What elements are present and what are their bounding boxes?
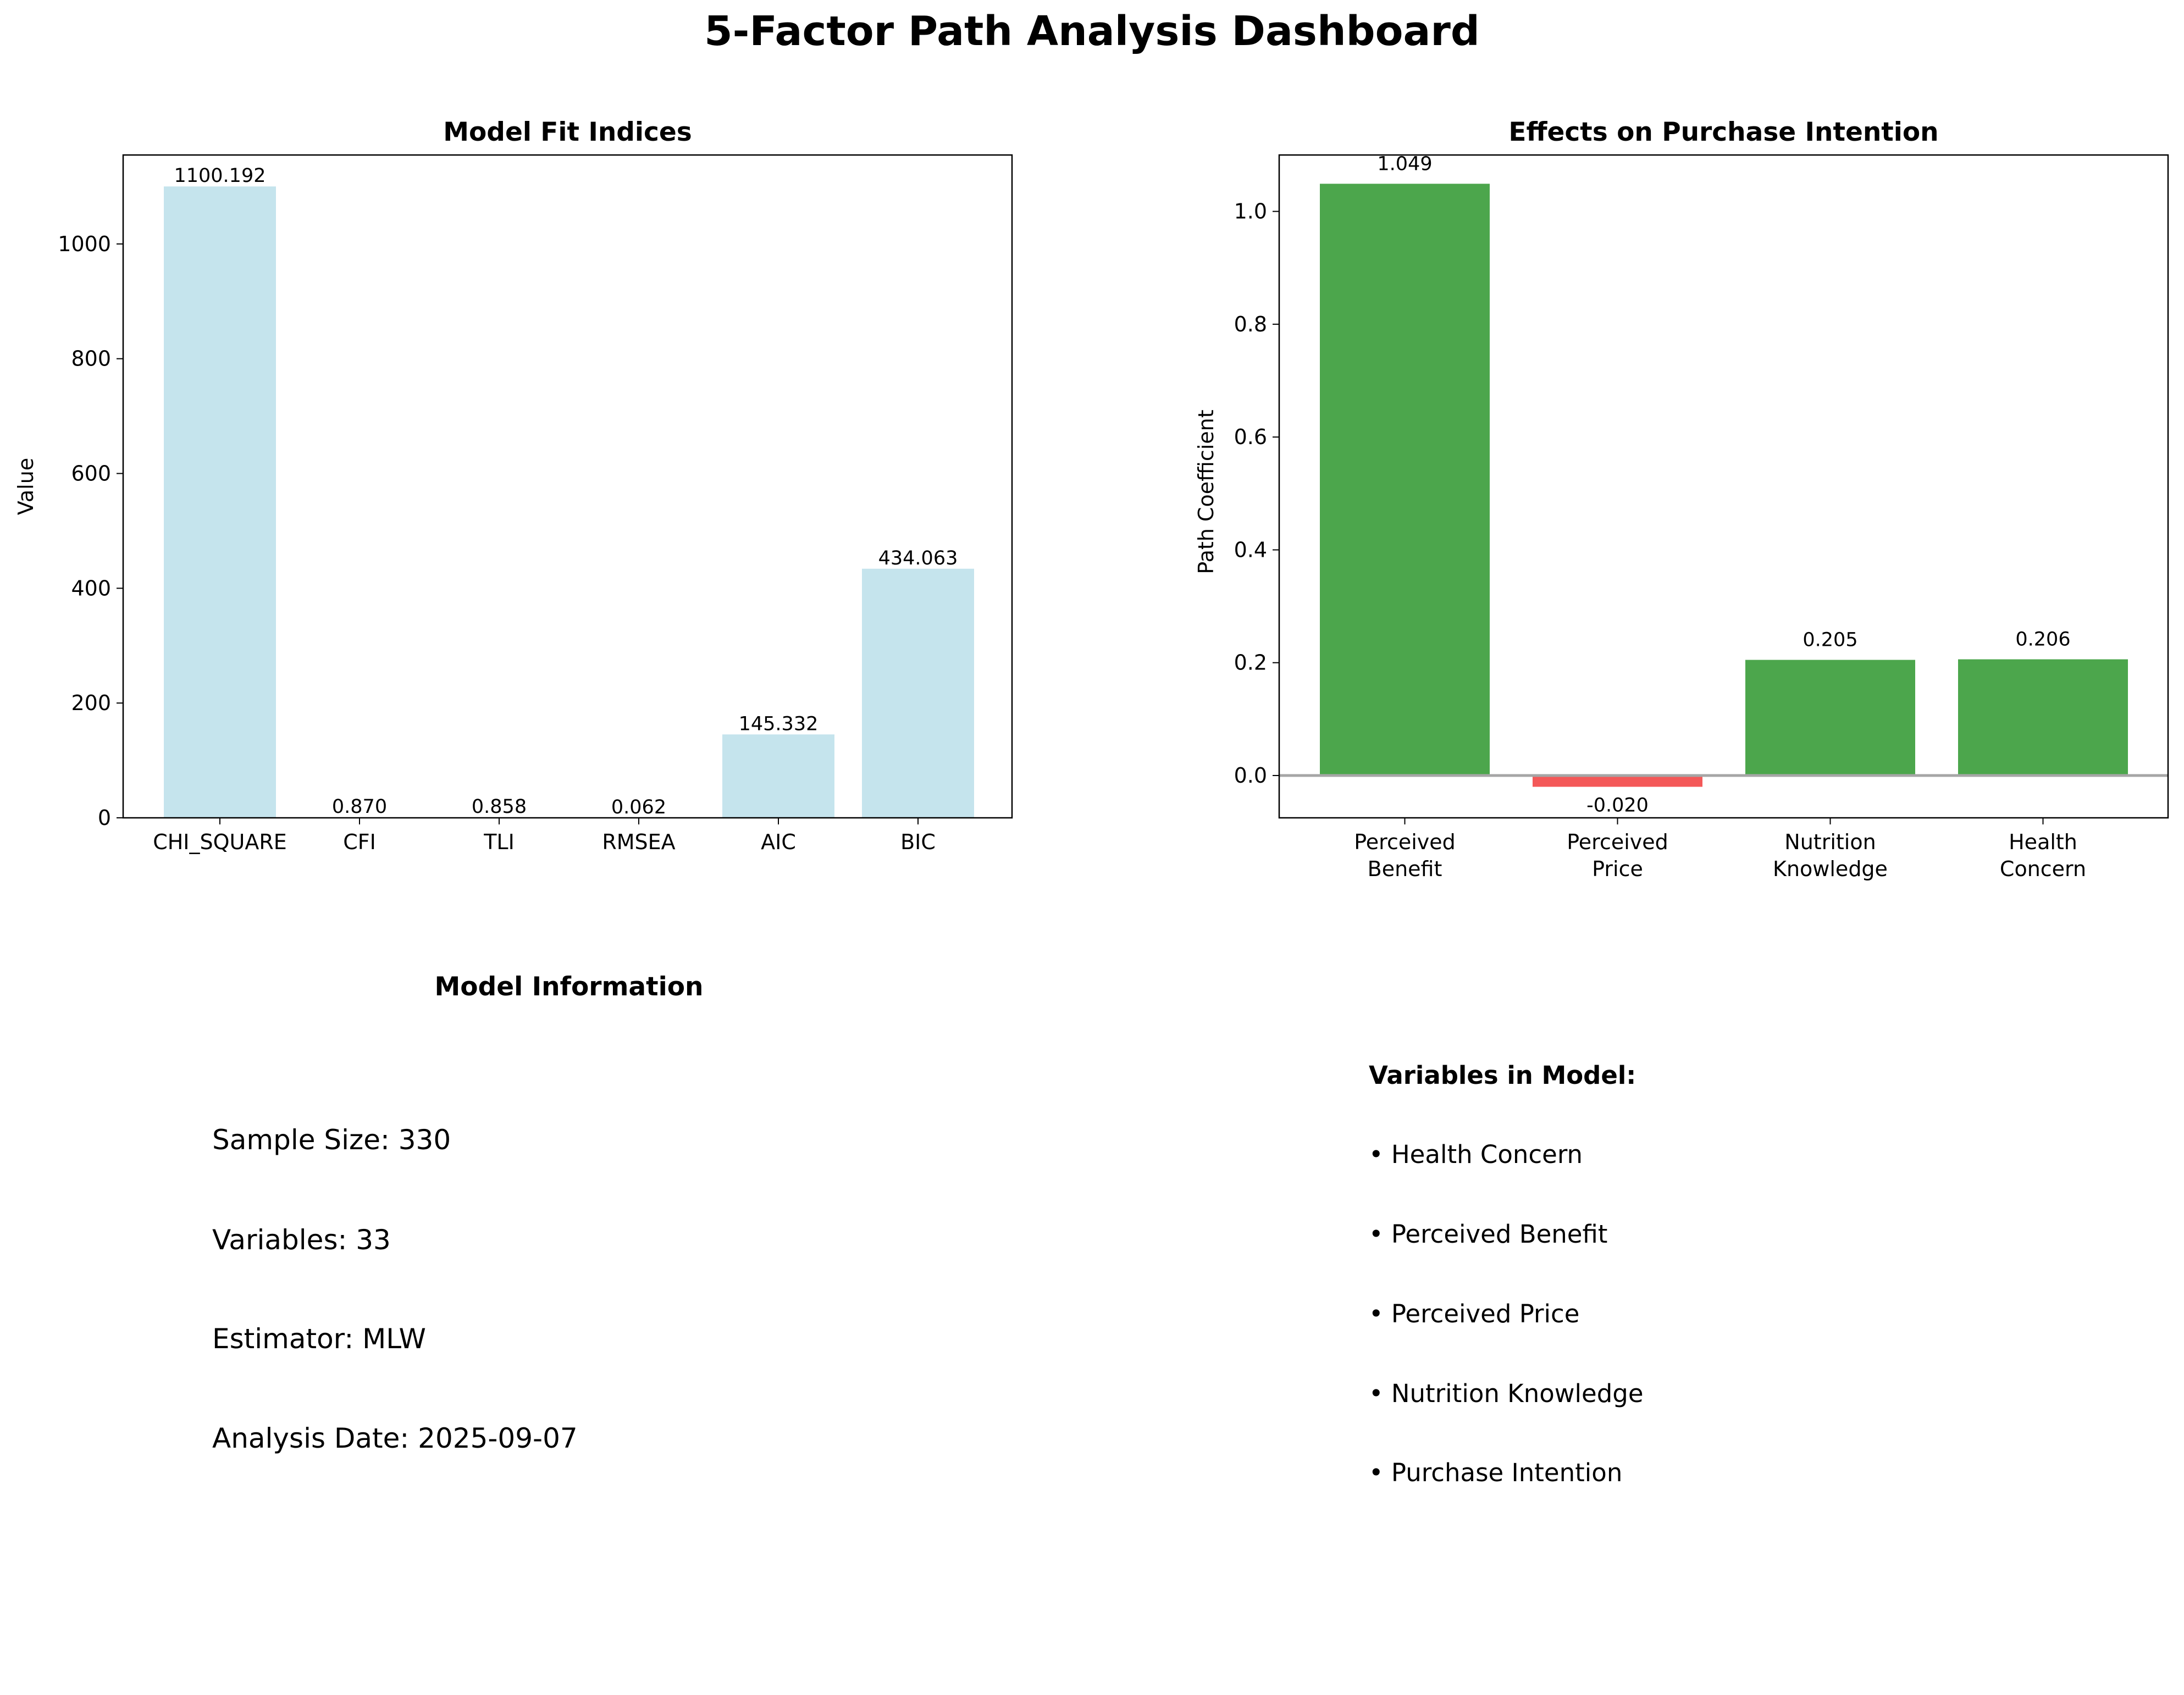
y-tick-label: 0 — [98, 806, 111, 830]
model-info-estimator: Estimator: MLW — [212, 1323, 426, 1355]
y-tick-label: 600 — [71, 462, 111, 486]
x-tick-label-line2: Concern — [2000, 857, 2086, 881]
bar-value-label: 434.063 — [878, 547, 958, 569]
chart-title: Model Fit Indices — [443, 117, 692, 147]
x-tick-label: AIC — [761, 830, 796, 854]
y-tick-label: 200 — [71, 691, 111, 715]
variable-item: • Purchase Intention — [1369, 1458, 1623, 1487]
plot-frame — [1278, 154, 2169, 819]
model-info-analysis-date: Analysis Date: 2025-09-07 — [212, 1422, 578, 1454]
plot-frame — [122, 154, 1013, 819]
bar-chi_square — [164, 186, 276, 818]
y-tick-label: 0.2 — [1234, 651, 1267, 675]
y-tick-label: 0.8 — [1234, 312, 1267, 336]
bar-health-concern — [1958, 659, 2128, 776]
model-info-title: Model Information — [434, 972, 704, 1002]
bar-value-label: 0.870 — [332, 796, 387, 818]
bar-nutrition-knowledge — [1745, 660, 1915, 776]
bar-value-label: 1100.192 — [174, 165, 266, 187]
y-tick-label: 400 — [71, 576, 111, 600]
model-info-sample-size: Sample Size: 330 — [212, 1124, 451, 1156]
bar-value-label: 0.062 — [611, 796, 666, 818]
bar-bic — [862, 568, 974, 818]
x-tick-label-line1: Health — [2009, 830, 2077, 854]
model-info-variables: Variables: 33 — [212, 1224, 391, 1256]
y-tick-label: 0.0 — [1234, 763, 1267, 788]
dashboard-title: 5-Factor Path Analysis Dashboard — [704, 8, 1480, 55]
x-tick-label-line2: Price — [1592, 857, 1643, 881]
variables-title: Variables in Model: — [1369, 1061, 1636, 1090]
variable-item: • Perceived Price — [1369, 1299, 1580, 1328]
bar-value-label: -0.020 — [1586, 795, 1649, 817]
variable-item: • Perceived Benefit — [1369, 1220, 1608, 1249]
chart-title: Effects on Purchase Intention — [1508, 117, 1938, 147]
bar-value-label: 0.205 — [1803, 629, 1857, 651]
y-axis-label: Path Coefficient — [1194, 409, 1218, 574]
x-tick-label-line2: Knowledge — [1773, 857, 1888, 881]
bar-perceived-price — [1533, 776, 1702, 787]
x-tick-label: TLI — [483, 830, 515, 854]
bar-aic — [722, 734, 834, 818]
y-tick-label: 1000 — [58, 232, 111, 256]
y-tick-label: 1.0 — [1234, 200, 1267, 224]
x-tick-label: CFI — [343, 830, 376, 854]
bar-perceived-benefit — [1320, 184, 1490, 776]
y-axis-label: Value — [14, 458, 38, 515]
variable-item: • Nutrition Knowledge — [1369, 1379, 1644, 1408]
y-tick-label: 800 — [71, 347, 111, 371]
x-tick-label-line2: Benefit — [1368, 857, 1442, 881]
x-tick-label: RMSEA — [602, 830, 675, 854]
bar-value-label: 145.332 — [739, 713, 819, 735]
x-tick-label-line1: Nutrition — [1784, 830, 1876, 854]
dashboard-charts: Model Fit Indices 1100.192 CHI_SQUARE 0.870… — [14, 117, 2169, 881]
variable-item: • Health Concern — [1369, 1140, 1583, 1169]
bar-value-label: 1.049 — [1377, 153, 1432, 175]
bar-value-label: 0.206 — [2015, 629, 2070, 651]
x-tick-label-line1: Perceived — [1354, 830, 1456, 854]
x-tick-label-line1: Perceived — [1567, 830, 1668, 854]
x-tick-label: CHI_SQUARE — [153, 830, 287, 854]
y-tick-label: 0.6 — [1234, 425, 1267, 449]
y-tick-label: 0.4 — [1234, 538, 1267, 562]
x-tick-label: BIC — [900, 830, 936, 854]
bar-value-label: 0.858 — [472, 796, 527, 818]
